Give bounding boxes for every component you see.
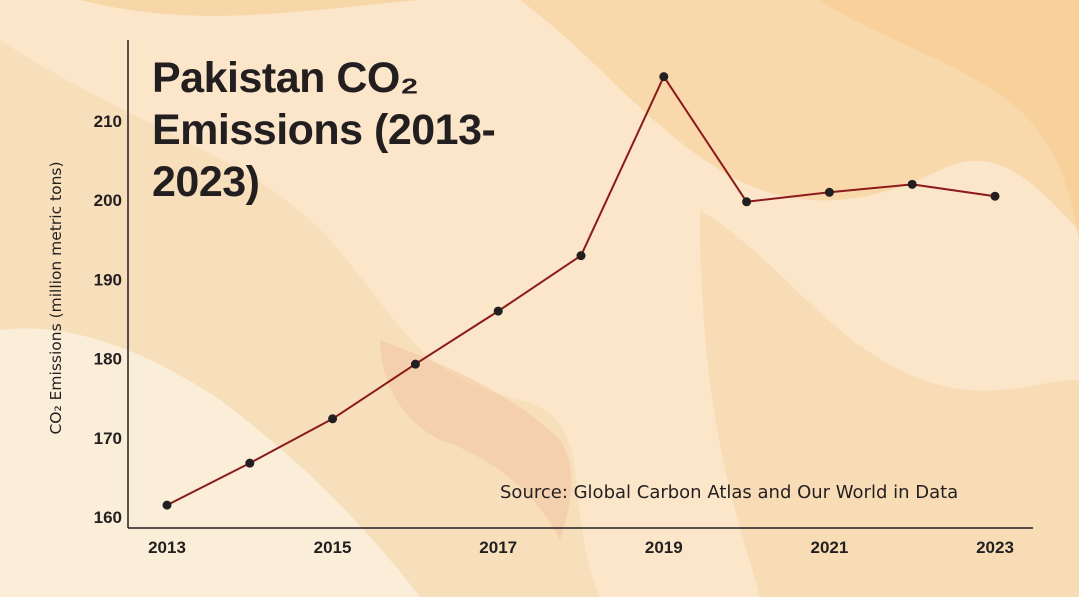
y-tick-label: 200 — [94, 191, 122, 210]
x-tick-labels: 2013 2015 2017 2019 2021 2023 — [148, 538, 1014, 557]
data-point — [245, 458, 255, 468]
bg-wave — [820, 0, 1079, 240]
data-point — [659, 72, 669, 82]
data-point — [990, 191, 1000, 201]
bg-wave — [0, 328, 420, 597]
data-point — [742, 197, 752, 207]
data-point — [162, 500, 172, 510]
chart-title: Pakistan CO₂ Emissions (2013-2023) — [152, 54, 496, 206]
data-point — [328, 414, 338, 424]
data-point — [576, 251, 586, 261]
bg-wave — [80, 0, 420, 16]
source-note: Source: Global Carbon Atlas and Our Worl… — [500, 482, 959, 503]
data-point — [824, 187, 834, 197]
data-point — [907, 179, 917, 189]
x-tick-label: 2019 — [645, 538, 683, 557]
axes — [127, 40, 1033, 529]
y-tick-label: 180 — [94, 350, 122, 369]
bg-wave — [380, 340, 572, 540]
y-tick-label: 170 — [94, 429, 122, 448]
x-tick-label: 2021 — [810, 538, 848, 557]
x-tick-label: 2013 — [148, 538, 186, 557]
data-point — [410, 359, 420, 369]
x-tick-label: 2023 — [976, 538, 1014, 557]
data-point — [493, 306, 503, 316]
y-tick-label: 160 — [94, 508, 122, 527]
x-tick-label: 2017 — [479, 538, 517, 557]
x-tick-label: 2015 — [314, 538, 352, 557]
y-axis-label: CO₂ Emissions (million metric tons) — [47, 161, 65, 435]
series-group — [162, 72, 1000, 510]
y-tick-label: 210 — [94, 112, 122, 131]
bg-wave — [700, 210, 1079, 597]
y-tick-label: 190 — [94, 270, 122, 289]
y-tick-labels: 160 170 180 190 200 210 — [94, 112, 122, 527]
